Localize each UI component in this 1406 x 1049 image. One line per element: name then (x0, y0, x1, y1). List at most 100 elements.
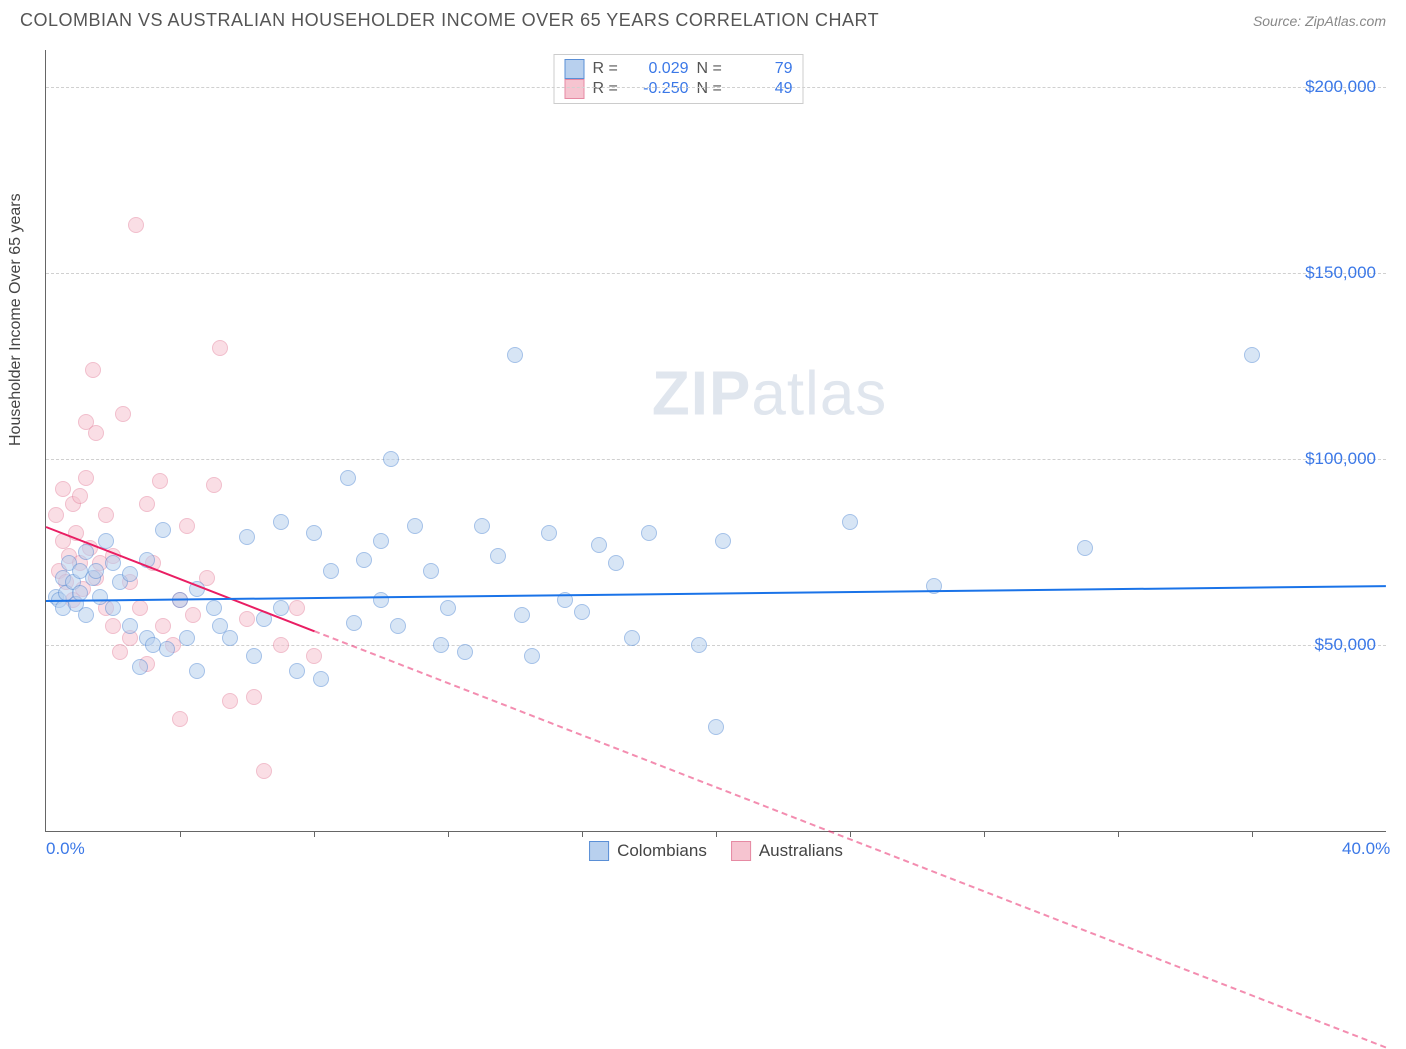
data-point (122, 618, 138, 634)
data-point (433, 637, 449, 653)
data-point (98, 507, 114, 523)
y-tick-label: $150,000 (1305, 263, 1376, 283)
data-point (128, 217, 144, 233)
data-point (574, 604, 590, 620)
legend-row-colombians: R = 0.029 N = 79 (565, 59, 793, 79)
data-point (407, 518, 423, 534)
data-point (246, 648, 262, 664)
data-point (624, 630, 640, 646)
data-point (373, 533, 389, 549)
legend-item-colombians: Colombians (589, 841, 707, 861)
swatch-colombians (565, 59, 585, 79)
data-point (524, 648, 540, 664)
data-point (152, 473, 168, 489)
n-value-colombians: 79 (733, 60, 793, 78)
data-point (842, 514, 858, 530)
data-point (373, 592, 389, 608)
swatch-australians-icon (731, 841, 751, 861)
gridline (46, 273, 1386, 274)
n-value-australians: 49 (733, 80, 793, 98)
data-point (474, 518, 490, 534)
data-point (541, 525, 557, 541)
data-point (88, 425, 104, 441)
x-tick-mark (448, 831, 449, 837)
x-tick-mark (180, 831, 181, 837)
data-point (92, 589, 108, 605)
data-point (490, 548, 506, 564)
x-tick-label: 0.0% (46, 839, 85, 859)
data-point (189, 663, 205, 679)
data-point (691, 637, 707, 653)
gridline (46, 87, 1386, 88)
r-value-australians: -0.250 (629, 80, 689, 98)
data-point (1077, 540, 1093, 556)
gridline (46, 645, 1386, 646)
trendline (314, 630, 1387, 1048)
data-point (222, 630, 238, 646)
data-point (122, 566, 138, 582)
data-point (306, 525, 322, 541)
data-point (78, 544, 94, 560)
r-value-colombians: 0.029 (629, 60, 689, 78)
data-point (48, 507, 64, 523)
x-tick-label: 40.0% (1342, 839, 1390, 859)
source-credit: Source: ZipAtlas.com (1253, 13, 1386, 29)
swatch-colombians-icon (589, 841, 609, 861)
data-point (323, 563, 339, 579)
y-tick-label: $200,000 (1305, 77, 1376, 97)
legend-row-australians: R = -0.250 N = 49 (565, 79, 793, 99)
scatter-chart: ZIPatlas R = 0.029 N = 79 R = -0.250 N =… (45, 50, 1386, 832)
data-point (206, 477, 222, 493)
data-point (55, 481, 71, 497)
data-point (85, 362, 101, 378)
data-point (239, 611, 255, 627)
data-point (289, 600, 305, 616)
data-point (346, 615, 362, 631)
legend-item-australians: Australians (731, 841, 843, 861)
data-point (591, 537, 607, 553)
swatch-australians (565, 79, 585, 99)
data-point (1244, 347, 1260, 363)
data-point (440, 600, 456, 616)
gridline (46, 459, 1386, 460)
data-point (172, 711, 188, 727)
data-point (273, 637, 289, 653)
data-point (179, 630, 195, 646)
data-point (641, 525, 657, 541)
data-point (423, 563, 439, 579)
data-point (507, 347, 523, 363)
data-point (132, 659, 148, 675)
data-point (390, 618, 406, 634)
data-point (715, 533, 731, 549)
data-point (239, 529, 255, 545)
data-point (115, 406, 131, 422)
x-tick-mark (850, 831, 851, 837)
data-point (608, 555, 624, 571)
correlation-legend: R = 0.029 N = 79 R = -0.250 N = 49 (554, 54, 804, 104)
data-point (356, 552, 372, 568)
data-point (155, 522, 171, 538)
y-tick-label: $100,000 (1305, 449, 1376, 469)
data-point (212, 340, 228, 356)
data-point (273, 514, 289, 530)
x-tick-mark (984, 831, 985, 837)
data-point (383, 451, 399, 467)
data-point (105, 618, 121, 634)
data-point (112, 644, 128, 660)
data-point (78, 470, 94, 486)
y-tick-label: $50,000 (1315, 635, 1376, 655)
data-point (273, 600, 289, 616)
data-point (105, 555, 121, 571)
data-point (514, 607, 530, 623)
x-tick-mark (314, 831, 315, 837)
data-point (457, 644, 473, 660)
watermark: ZIPatlas (652, 358, 887, 429)
data-point (132, 600, 148, 616)
data-point (72, 488, 88, 504)
data-point (206, 600, 222, 616)
series-legend: Colombians Australians (589, 841, 843, 861)
y-axis-label: Householder Income Over 65 years (7, 193, 25, 446)
data-point (155, 618, 171, 634)
data-point (139, 496, 155, 512)
data-point (289, 663, 305, 679)
